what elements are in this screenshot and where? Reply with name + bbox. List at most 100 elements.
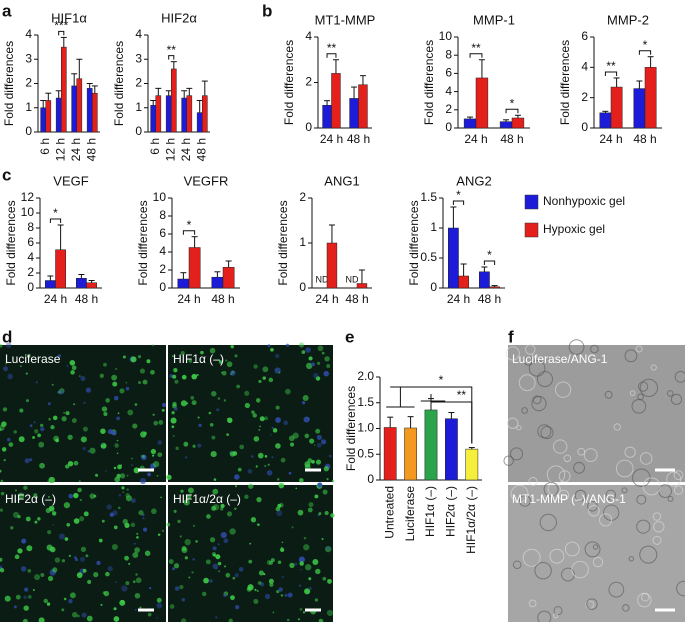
cell bbox=[47, 575, 54, 582]
cell bbox=[192, 558, 195, 561]
cell bbox=[157, 440, 162, 445]
micrograph bbox=[508, 345, 685, 482]
cell bbox=[125, 581, 130, 586]
cell bbox=[79, 516, 85, 522]
cell bbox=[58, 389, 64, 395]
cell bbox=[156, 474, 159, 477]
x-tick-label: 24 h bbox=[44, 292, 67, 306]
cell bbox=[107, 429, 113, 435]
cell bbox=[2, 407, 8, 412]
bar bbox=[86, 88, 93, 133]
y-tick-label: 12 bbox=[21, 190, 35, 204]
cell bbox=[5, 342, 12, 349]
cell bbox=[220, 507, 224, 511]
cell bbox=[57, 354, 62, 358]
cell bbox=[50, 425, 55, 430]
cell bbox=[268, 578, 274, 584]
cell bbox=[93, 494, 97, 498]
cell bbox=[257, 581, 262, 585]
cell bbox=[522, 548, 541, 567]
y-axis-label: Fold differences bbox=[422, 40, 436, 125]
significance-label: *** bbox=[54, 19, 68, 33]
cell bbox=[74, 556, 77, 559]
cell bbox=[287, 592, 293, 598]
significance-bracket bbox=[469, 53, 483, 58]
image-panels bbox=[0, 339, 685, 622]
cell bbox=[157, 533, 161, 537]
x-tick-label: 48 h bbox=[478, 292, 501, 306]
cell bbox=[315, 376, 321, 381]
chart-title: VEGFR bbox=[184, 173, 229, 188]
cell bbox=[631, 398, 647, 414]
cell bbox=[0, 491, 5, 496]
cell bbox=[275, 506, 281, 512]
cell bbox=[275, 353, 280, 359]
x-tick-label: 6 h bbox=[38, 138, 52, 155]
cell bbox=[173, 509, 177, 513]
y-tick-label: 8 bbox=[445, 47, 452, 61]
cell bbox=[77, 487, 82, 493]
y-tick-label: 10 bbox=[153, 190, 167, 204]
cell bbox=[25, 372, 28, 375]
cell bbox=[149, 586, 152, 590]
bar bbox=[155, 95, 162, 133]
cell bbox=[191, 373, 198, 380]
cell bbox=[652, 512, 662, 521]
cell bbox=[191, 571, 194, 574]
cell bbox=[3, 459, 6, 462]
y-tick-label: 10 bbox=[439, 29, 453, 43]
cell bbox=[239, 444, 245, 450]
cell bbox=[213, 478, 217, 481]
cell bbox=[153, 420, 159, 426]
cell bbox=[652, 535, 662, 545]
cell bbox=[26, 545, 33, 552]
cell bbox=[150, 369, 155, 375]
cell bbox=[125, 381, 128, 384]
cell bbox=[254, 588, 257, 591]
cell bbox=[114, 476, 121, 483]
x-tick-label: 24 h bbox=[447, 292, 470, 306]
cell bbox=[295, 487, 298, 490]
cell bbox=[68, 598, 73, 604]
cell bbox=[262, 366, 269, 373]
cell bbox=[288, 435, 295, 442]
significance-label: ** bbox=[606, 59, 616, 73]
cell bbox=[258, 428, 261, 431]
y-tick-label: 1 bbox=[135, 100, 142, 114]
cell bbox=[27, 569, 32, 573]
cell bbox=[95, 473, 99, 477]
y-tick-label: 4 bbox=[27, 250, 34, 264]
cell bbox=[284, 593, 288, 597]
bar bbox=[55, 97, 62, 133]
bar bbox=[322, 105, 332, 129]
cell bbox=[188, 359, 193, 363]
bar bbox=[424, 409, 438, 481]
cell bbox=[134, 547, 140, 553]
cell bbox=[23, 595, 27, 599]
cell bbox=[303, 536, 307, 540]
cell bbox=[330, 513, 335, 518]
cell bbox=[64, 537, 69, 541]
y-tick-label: 1 bbox=[430, 220, 437, 234]
cell bbox=[636, 519, 651, 534]
cell bbox=[225, 572, 231, 578]
cell bbox=[588, 504, 600, 517]
cell bbox=[318, 618, 324, 622]
cell bbox=[86, 615, 93, 622]
cell bbox=[264, 455, 268, 458]
cell bbox=[34, 429, 39, 434]
significance-bracket bbox=[431, 401, 473, 444]
cell bbox=[63, 597, 67, 601]
cell bbox=[516, 425, 522, 431]
cell bbox=[331, 479, 335, 483]
y-tick-label: 0 bbox=[27, 280, 34, 294]
y-tick-label: 4 bbox=[159, 244, 166, 258]
cell bbox=[304, 461, 311, 468]
cell bbox=[598, 513, 613, 527]
cell bbox=[132, 580, 136, 584]
cell bbox=[126, 488, 129, 491]
cell bbox=[69, 592, 76, 599]
cell bbox=[322, 576, 327, 581]
cell bbox=[174, 379, 179, 384]
cell bbox=[0, 344, 3, 348]
